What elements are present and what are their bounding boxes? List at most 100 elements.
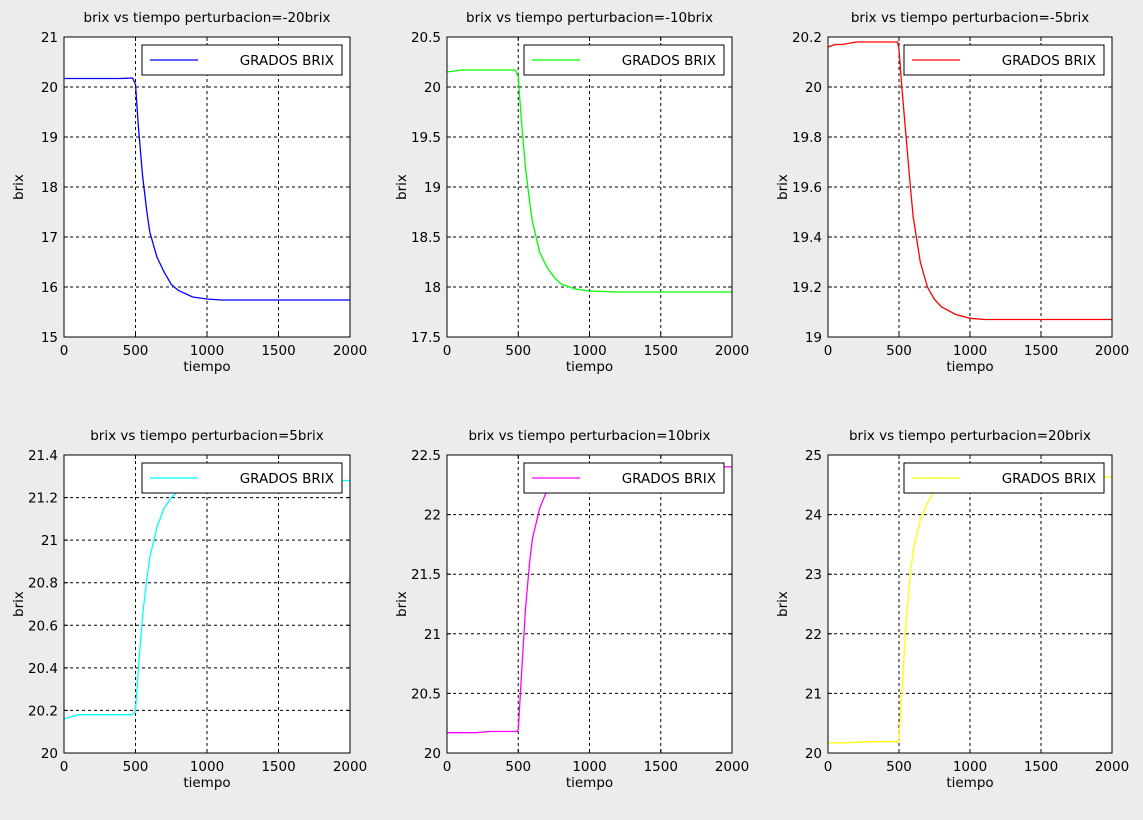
x-tick-label: 2000 [715,343,749,359]
legend-label: GRADOS BRIX [240,53,334,69]
subplot-2: 0 500 1000 1500 2000 17.5 18 18.5 19 19.5 20 20.5 br… [394,10,749,375]
y-tick-label: 24 [805,508,822,524]
y-tick-label: 20 [805,746,822,762]
y-tick-label: 15 [41,330,58,346]
y-tick-label: 18.5 [411,230,441,246]
x-tick-label: 0 [824,759,833,775]
x-tick-label: 1000 [953,759,987,775]
series-line [64,77,350,301]
y-tick-label: 23 [805,567,822,583]
y-tick-label: 25 [805,448,822,464]
x-tick-label: 2000 [333,759,367,775]
x-tick-label: 1500 [261,343,295,359]
legend: GRADOS BRIX [523,462,725,494]
subplot-4: 0 500 1000 1500 2000 20 20.2 20.4 20.6 20.8 21 21.2… [11,428,367,791]
x-axis-label: tiempo [946,775,993,791]
y-tick-label: 19 [805,330,822,346]
chart-title: brix vs tiempo perturbacion=20brix [849,428,1091,444]
legend: GRADOS BRIX [141,44,343,76]
x-tick-label: 1000 [953,343,987,359]
y-tick-label: 20 [41,746,58,762]
subplot-5: 0 500 1000 1500 2000 20 20.5 21 21.5 22 22.5 brix v… [394,428,749,791]
y-tick-label: 21 [805,686,822,702]
x-axis-label: tiempo [566,775,613,791]
x-axis-label: tiempo [183,359,230,375]
y-tick-label: 20.6 [28,618,58,634]
y-tick-label: 21.5 [411,567,441,583]
x-tick-label: 1500 [1024,343,1058,359]
y-tick-label: 20.4 [28,661,58,677]
x-tick-label: 500 [886,759,912,775]
y-tick-label: 22 [805,627,822,643]
y-tick-label: 20.2 [28,703,58,719]
x-tick-label: 1500 [1024,759,1058,775]
y-tick-label: 22 [424,508,441,524]
x-tick-label: 2000 [333,343,367,359]
y-tick-label: 19.6 [792,180,822,196]
x-tick-label: 500 [123,343,149,359]
subplot-3: 0 500 1000 1500 2000 19 19.2 19.4 19.6 19.8 20 20.2… [775,10,1129,375]
x-tick-label: 500 [505,759,531,775]
x-tick-label: 500 [886,343,912,359]
chart-title: brix vs tiempo perturbacion=5brix [90,428,324,444]
y-tick-label: 18 [41,180,58,196]
y-tick-label: 20.8 [28,576,58,592]
y-axis-label: brix [775,174,791,200]
x-tick-label: 0 [60,343,69,359]
subplot-6: 0 500 1000 1500 2000 20 21 22 23 24 25 brix vs tiem… [775,428,1129,791]
y-axis-label: brix [394,174,410,200]
y-tick-label: 20.2 [792,30,822,46]
x-tick-label: 500 [123,759,149,775]
y-tick-label: 17.5 [411,330,441,346]
subplot-1: 0 500 1000 1500 2000 15 16 17 18 19 20 21 brix vs ti… [11,10,367,375]
y-tick-label: 22.5 [411,448,441,464]
x-tick-label: 0 [60,759,69,775]
x-tick-label: 500 [505,343,531,359]
y-tick-label: 19.2 [792,280,822,296]
legend: GRADOS BRIX [141,462,343,494]
legend-label: GRADOS BRIX [622,53,716,69]
y-tick-label: 20 [424,746,441,762]
y-tick-label: 20 [41,80,58,96]
y-tick-label: 21 [41,30,58,46]
y-tick-label: 18 [424,280,441,296]
legend-label: GRADOS BRIX [240,471,334,487]
x-tick-label: 0 [443,759,452,775]
y-tick-label: 21.4 [28,448,58,464]
y-tick-label: 19 [424,180,441,196]
legend: GRADOS BRIX [523,44,725,76]
y-tick-label: 19 [41,130,58,146]
x-tick-label: 1500 [261,759,295,775]
legend-label: GRADOS BRIX [622,471,716,487]
x-tick-label: 1500 [644,759,678,775]
x-tick-label: 2000 [1095,759,1129,775]
y-tick-label: 20 [805,80,822,96]
series-line [447,69,732,293]
series-line [828,41,1112,321]
x-axis-label: tiempo [946,359,993,375]
legend-label: GRADOS BRIX [1002,53,1096,69]
y-axis-label: brix [11,591,27,617]
legend-label: GRADOS BRIX [1002,471,1096,487]
y-axis-label: brix [11,174,27,200]
y-tick-label: 20 [424,80,441,96]
x-axis-label: tiempo [566,359,613,375]
x-tick-label: 1000 [572,343,606,359]
y-tick-label: 19.5 [411,130,441,146]
x-tick-label: 2000 [1095,343,1129,359]
chart-title: brix vs tiempo perturbacion=-5brix [851,10,1089,26]
y-tick-label: 17 [41,230,58,246]
x-tick-label: 1000 [572,759,606,775]
chart-title: brix vs tiempo perturbacion=-20brix [84,10,331,26]
chart-title: brix vs tiempo perturbacion=10brix [468,428,710,444]
x-tick-label: 0 [443,343,452,359]
y-tick-label: 19.4 [792,230,822,246]
x-axis-label: tiempo [183,775,230,791]
legend: GRADOS BRIX [903,44,1105,76]
x-tick-label: 0 [824,343,833,359]
legend: GRADOS BRIX [903,462,1105,494]
y-axis-label: brix [394,591,410,617]
y-tick-label: 21.2 [28,491,58,507]
x-tick-label: 1500 [644,343,678,359]
